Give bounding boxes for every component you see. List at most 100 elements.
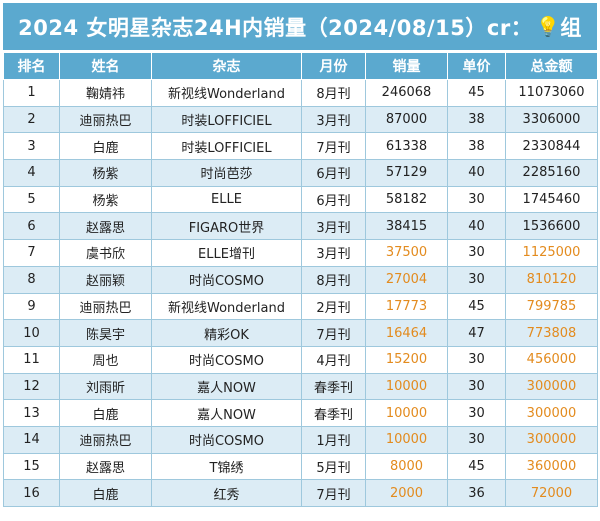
cell-sales: 38415 — [365, 212, 448, 241]
cell-name: 鞠婧祎 — [59, 79, 152, 107]
cell-sales: 17773 — [365, 292, 448, 321]
title-suffix: 组 — [560, 15, 582, 40]
cell-magazine: 时尚COSMO — [151, 425, 302, 454]
cell-sales: 10000 — [365, 372, 448, 401]
cell-price: 30 — [447, 425, 506, 454]
cell-total: 300000 — [505, 372, 598, 401]
table-title-bar: 2024 女明星杂志24H内销量（2024/08/15）cr： 💡 组 — [3, 3, 597, 50]
cell-rank: 9 — [3, 292, 60, 321]
cell-month: 7月刊 — [301, 479, 366, 507]
cell-rank: 1 — [3, 79, 60, 107]
cell-magazine: 嘉人NOW — [151, 399, 302, 427]
cell-name: 刘雨昕 — [59, 372, 152, 401]
cell-rank: 13 — [3, 399, 60, 427]
table-row: 1 鞠婧祎 新视线Wonderland 8月刊 246068 45 11073060 — [3, 79, 598, 107]
table-row: 2 迪丽热巴 时装LOFFICIEL 3月刊 87000 38 3306000 — [3, 105, 598, 134]
cell-month: 5月刊 — [301, 452, 366, 481]
cell-sales: 58182 — [365, 185, 448, 214]
cell-name: 周也 — [59, 345, 152, 374]
cell-sales: 10000 — [365, 399, 448, 427]
header-rank: 排名 — [3, 52, 60, 80]
cell-name: 赵露思 — [59, 452, 152, 481]
cell-rank: 10 — [3, 319, 60, 347]
cell-rank: 6 — [3, 212, 60, 241]
cell-name: 赵露思 — [59, 212, 152, 241]
cell-name: 迪丽热巴 — [59, 292, 152, 321]
table-row: 11 周也 时尚COSMO 4月刊 15200 30 456000 — [3, 345, 598, 374]
table-body: 1 鞠婧祎 新视线Wonderland 8月刊 246068 45 11073060 2 迪丽热… — [3, 79, 598, 507]
table-row: 9 迪丽热巴 新视线Wonderland 2月刊 17773 45 799785 — [3, 292, 598, 321]
cell-magazine: 精彩OK — [151, 319, 302, 347]
cell-price: 40 — [447, 159, 506, 187]
header-price: 单价 — [447, 52, 506, 80]
header-month: 月份 — [301, 52, 366, 80]
cell-month: 春季刊 — [301, 399, 366, 427]
header-name: 姓名 — [59, 52, 152, 80]
cell-total: 360000 — [505, 452, 598, 481]
table-row: 14 迪丽热巴 时尚COSMO 1月刊 10000 30 300000 — [3, 425, 598, 454]
lightbulb-icon: 💡 — [536, 16, 561, 38]
cell-sales: 16464 — [365, 319, 448, 347]
cell-sales: 37500 — [365, 239, 448, 267]
cell-rank: 3 — [3, 132, 60, 161]
table-row: 12 刘雨昕 嘉人NOW 春季刊 10000 30 300000 — [3, 372, 598, 401]
cell-price: 30 — [447, 345, 506, 374]
cell-sales: 10000 — [365, 425, 448, 454]
table-row: 5 杨紫 ELLE 6月刊 58182 30 1745460 — [3, 185, 598, 214]
cell-month: 8月刊 — [301, 265, 366, 294]
cell-month: 7月刊 — [301, 319, 366, 347]
cell-magazine: FIGARO世界 — [151, 212, 302, 241]
cell-magazine: 时装LOFFICIEL — [151, 105, 302, 134]
cell-price: 38 — [447, 105, 506, 134]
cell-magazine: 时尚COSMO — [151, 345, 302, 374]
cell-month: 8月刊 — [301, 79, 366, 107]
header-sales: 销量 — [365, 52, 448, 80]
cell-total: 3306000 — [505, 105, 598, 134]
cell-total: 1745460 — [505, 185, 598, 214]
cell-sales: 2000 — [365, 479, 448, 507]
cell-price: 40 — [447, 212, 506, 241]
cell-magazine: 嘉人NOW — [151, 372, 302, 401]
cell-magazine: 新视线Wonderland — [151, 292, 302, 321]
cell-rank: 7 — [3, 239, 60, 267]
table-title: 2024 女明星杂志24H内销量（2024/08/15）cr： — [18, 15, 533, 40]
cell-month: 3月刊 — [301, 239, 366, 267]
cell-magazine: 新视线Wonderland — [151, 79, 302, 107]
cell-rank: 15 — [3, 452, 60, 481]
cell-month: 4月刊 — [301, 345, 366, 374]
cell-month: 6月刊 — [301, 185, 366, 214]
cell-month: 1月刊 — [301, 425, 366, 454]
table-row: 7 虞书欣 ELLE增刊 3月刊 37500 30 1125000 — [3, 239, 598, 267]
cell-rank: 2 — [3, 105, 60, 134]
cell-rank: 12 — [3, 372, 60, 401]
cell-name: 白鹿 — [59, 479, 152, 507]
cell-sales: 61338 — [365, 132, 448, 161]
cell-price: 30 — [447, 185, 506, 214]
cell-sales: 57129 — [365, 159, 448, 187]
cell-total: 1125000 — [505, 239, 598, 267]
cell-total: 72000 — [505, 479, 598, 507]
cell-price: 45 — [447, 79, 506, 107]
cell-month: 3月刊 — [301, 105, 366, 134]
cell-magazine: T锦绣 — [151, 452, 302, 481]
cell-name: 赵丽颖 — [59, 265, 152, 294]
cell-price: 45 — [447, 452, 506, 481]
cell-name: 白鹿 — [59, 132, 152, 161]
header-total: 总金额 — [505, 52, 598, 80]
table-row: 10 陈昊宇 精彩OK 7月刊 16464 47 773808 — [3, 319, 598, 347]
table-header-row: 排名 姓名 杂志 月份 销量 单价 总金额 — [3, 52, 598, 80]
cell-magazine: ELLE — [151, 185, 302, 214]
cell-name: 迪丽热巴 — [59, 425, 152, 454]
cell-rank: 16 — [3, 479, 60, 507]
cell-rank: 8 — [3, 265, 60, 294]
cell-price: 30 — [447, 372, 506, 401]
cell-name: 白鹿 — [59, 399, 152, 427]
cell-sales: 15200 — [365, 345, 448, 374]
cell-sales: 246068 — [365, 79, 448, 107]
cell-rank: 4 — [3, 159, 60, 187]
cell-price: 30 — [447, 399, 506, 427]
cell-month: 3月刊 — [301, 212, 366, 241]
cell-total: 300000 — [505, 425, 598, 454]
cell-price: 30 — [447, 239, 506, 267]
